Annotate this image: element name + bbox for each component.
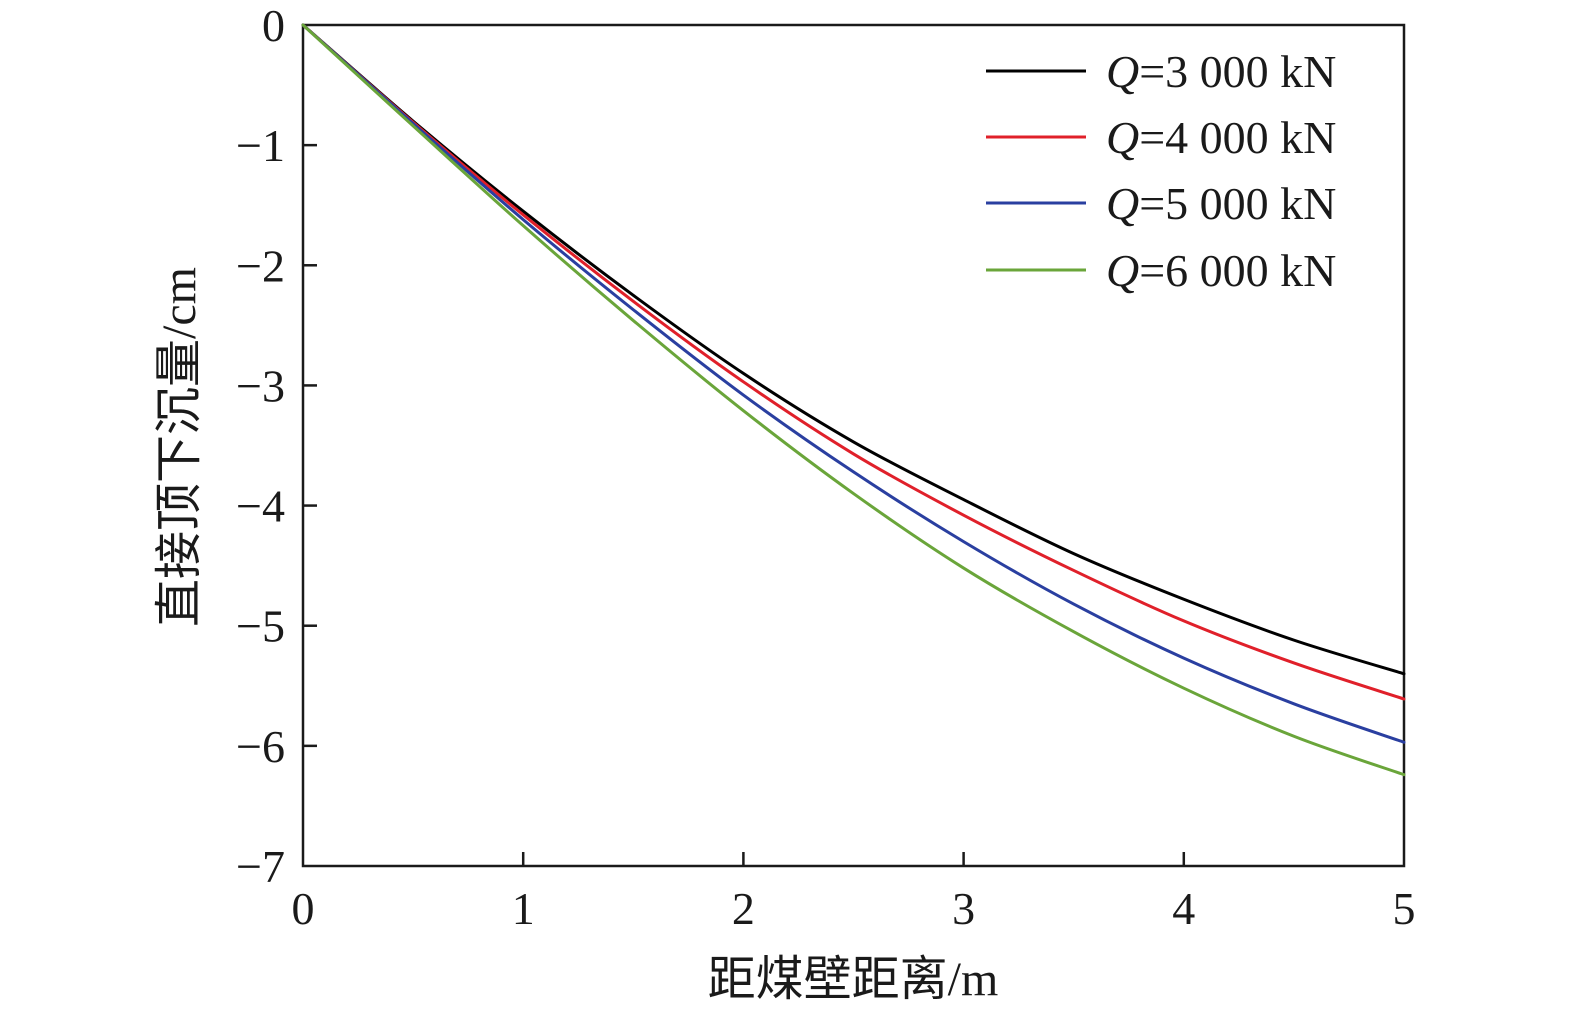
x-tick-label: 2 — [732, 883, 755, 934]
series-line-q6000 — [301, 23, 1406, 777]
series-layer — [301, 23, 1406, 777]
y-tick-label: −5 — [236, 601, 285, 652]
y-tick-label: −6 — [236, 721, 285, 772]
legend: Q=3 000 kN Q=4 000 kN Q=5 000 kN Q=6 000 kN — [986, 46, 1336, 296]
series-line-q4000 — [301, 23, 1406, 701]
series-line-q3000 — [301, 23, 1406, 676]
series-line-q5000 — [301, 23, 1406, 744]
x-tick-label: 4 — [1172, 883, 1195, 934]
y-tick-label: 0 — [262, 0, 285, 51]
x-tick-label: 3 — [952, 883, 975, 934]
y-tick-label: −1 — [236, 120, 285, 171]
legend-label: Q=5 000 kN — [1106, 178, 1336, 229]
x-axis-label: 距煤壁距离/m — [708, 953, 999, 1006]
x-tick-label: 1 — [512, 883, 535, 934]
y-axis-label: 直接顶下沉量/cm — [153, 267, 206, 627]
y-tick-label: −3 — [236, 360, 285, 411]
y-tick-label: −7 — [236, 841, 285, 892]
legend-label: Q=6 000 kN — [1106, 245, 1336, 296]
axes-layer: 0 1 2 3 4 5 0 −1 −2 −3 −4 −5 −6 −7 — [236, 0, 1415, 934]
y-tick-label: −2 — [236, 240, 285, 291]
plot-frame — [301, 23, 1406, 868]
plot-area — [301, 23, 1406, 868]
x-tick-label: 5 — [1393, 883, 1416, 934]
legend-label: Q=3 000 kN — [1106, 46, 1336, 97]
legend-label: Q=4 000 kN — [1106, 112, 1336, 163]
y-tick-label: −4 — [236, 481, 285, 532]
x-tick-label: 0 — [292, 883, 315, 934]
